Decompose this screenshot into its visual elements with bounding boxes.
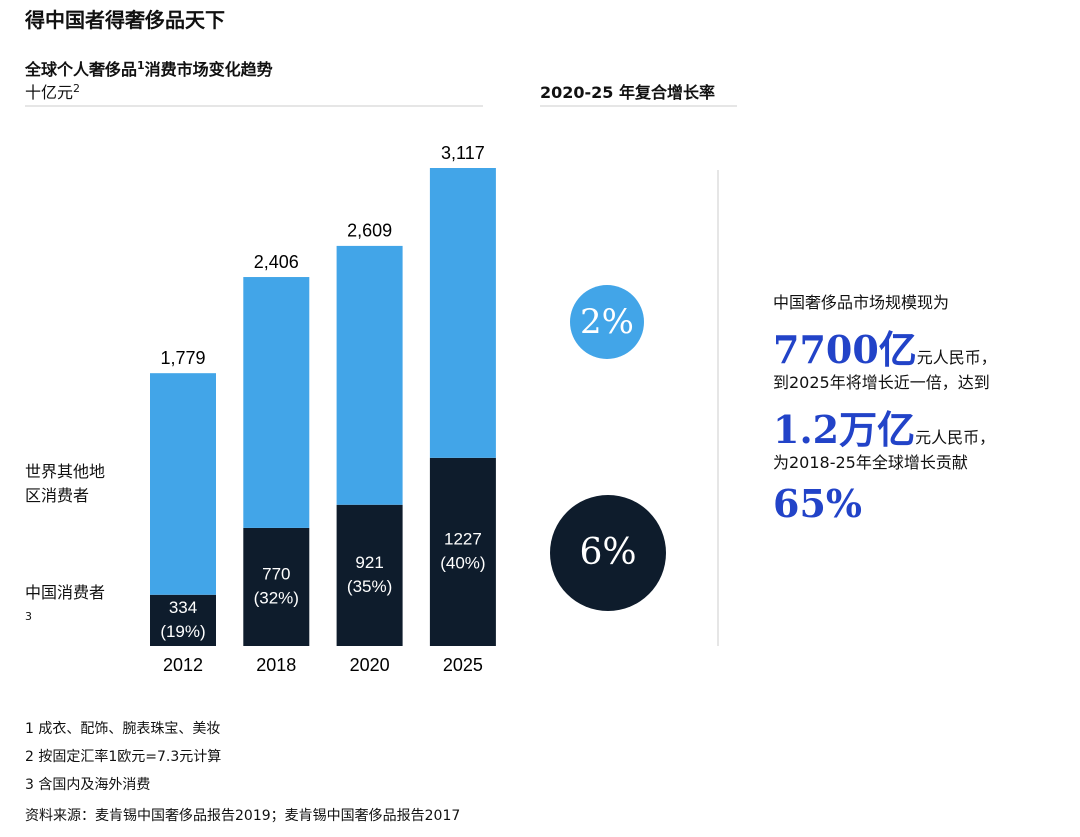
cagr-circle: [550, 495, 666, 611]
bar-segment: [429, 457, 496, 646]
bar-segment: [336, 504, 403, 646]
cagr-title: 2020-25 年复合增长率: [540, 83, 716, 102]
footnote: 资料来源：麦肯锡中国奢侈品报告2019；麦肯锡中国奢侈品报告2017: [25, 808, 461, 824]
page-title: 得中国者得奢侈品天下: [25, 8, 225, 32]
callout-line: 7700亿元人民币，: [773, 326, 997, 382]
x-tick-label: 2018: [256, 655, 296, 675]
callout-text: 为2018-25年全球增长贡献: [773, 453, 968, 472]
footnote: 资料来源：麦肯锡中国奢侈品报告2019；麦肯锡中国奢侈品报告2017: [25, 805, 460, 825]
total-label: 3,117: [441, 143, 485, 163]
chart-title: 消费市场变化趋势: [144, 60, 273, 79]
footnote: 1 成衣、配饰、腕表珠宝、美妆: [25, 721, 221, 737]
callout-line: 到2025年将增长近一倍，达到: [773, 372, 990, 394]
footnote: 2 按固定汇率1欧元=7.3元计算: [25, 746, 221, 766]
bar-segment: [429, 168, 496, 458]
callout-text: 中国奢侈品市场规模现为: [773, 293, 950, 312]
footnote: 2 按固定汇率1欧元=7.3元计算: [25, 749, 222, 765]
x-tick-label: 2025: [443, 655, 483, 675]
footnote-ref: 2: [73, 82, 81, 95]
callout-line: 为2018-25年全球增长贡献: [773, 452, 968, 474]
cagr-label: 2%: [580, 302, 634, 342]
callout-text: 元人民币，: [916, 348, 997, 367]
callout-highlight: 65%: [773, 481, 862, 526]
bar-segment: [150, 594, 216, 646]
footnote: 3 含国内及海外消费: [25, 774, 150, 794]
x-tick-label: 2012: [163, 655, 203, 675]
value-label: 334: [169, 598, 197, 617]
share-label: (40%): [440, 553, 485, 572]
series-label: 世界其他地区消费者: [25, 462, 106, 505]
value-label: 770: [262, 564, 290, 583]
value-label: 1227: [444, 529, 482, 548]
series-label: 世界其他地区消费者: [25, 460, 109, 508]
total-label: 2,406: [254, 252, 299, 272]
bar-segment: [336, 245, 403, 505]
footnote: 1 成衣、配饰、腕表珠宝、美妆: [25, 718, 220, 738]
unit-label: 十亿元2: [25, 79, 80, 103]
callout-highlight: 7700亿: [773, 327, 917, 372]
series-label: 中国消费者 3: [25, 581, 109, 633]
cagr-circle: [570, 285, 644, 359]
share-label: (32%): [254, 588, 299, 607]
callout-text: 到2025年将增长近一倍，达到: [773, 373, 990, 392]
callout-highlight: 1.2万亿: [773, 407, 916, 452]
cagr-label: 6%: [579, 532, 636, 573]
cagr-title: 2020-25 年复合增长率: [540, 79, 715, 103]
page-title: 得中国者得奢侈品天下: [25, 4, 225, 33]
x-tick-label: 2020: [350, 655, 390, 675]
total-label: 2,609: [347, 221, 392, 241]
footnote: 3 含国内及海外消费: [25, 777, 151, 793]
bar-segment: [150, 373, 216, 595]
footnote-ref: 1: [137, 59, 145, 72]
value-label: 921: [355, 553, 383, 572]
callout-text: 元人民币，: [915, 428, 996, 447]
callout-line: 65%: [773, 480, 862, 536]
bar-segment: [243, 277, 310, 528]
callout-line: 中国奢侈品市场规模现为: [773, 292, 949, 314]
unit-label: 十亿元: [25, 83, 74, 102]
bar-segment: [243, 527, 310, 646]
series-label: 中国消费者: [25, 583, 106, 602]
total-label: 1,779: [160, 348, 205, 368]
footnote-ref: 3: [25, 610, 32, 623]
chart-title: 全球个人奢侈品1消费市场变化趋势: [25, 56, 273, 80]
share-label: (19%): [160, 622, 205, 641]
share-label: (35%): [347, 577, 392, 596]
callout-line: 1.2万亿元人民币，: [773, 406, 995, 462]
chart-title: 全球个人奢侈品: [25, 60, 138, 79]
